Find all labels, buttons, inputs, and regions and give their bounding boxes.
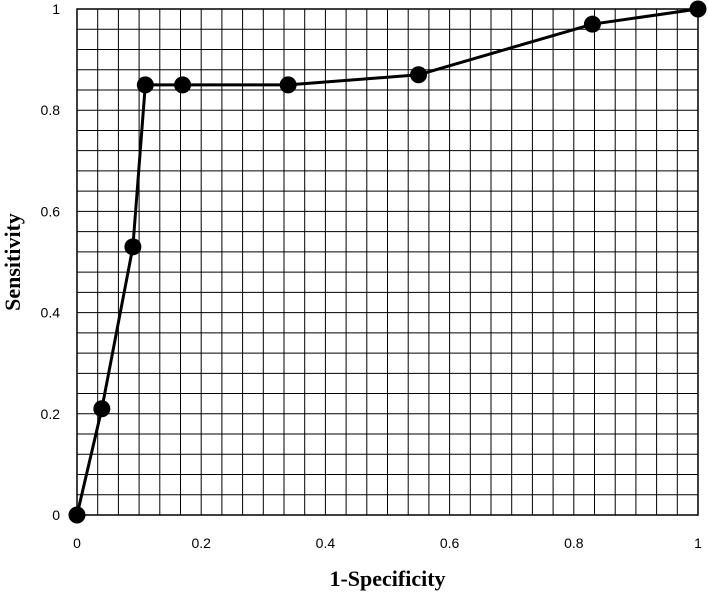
y-tick-label: 0.8 [41, 102, 61, 118]
data-point [124, 238, 142, 256]
data-point [136, 76, 154, 94]
y-tick-label: 0.2 [41, 406, 61, 422]
data-point [279, 76, 297, 94]
y-axis-ticks: 0 0.2 0.4 0.6 0.8 1 [41, 1, 61, 523]
grid [76, 8, 699, 516]
x-tick-label: 0 [73, 535, 81, 551]
y-tick-label: 0.4 [41, 305, 61, 321]
data-point [689, 0, 707, 18]
data-point [68, 506, 86, 524]
x-tick-label: 0.2 [191, 535, 211, 551]
data-point [93, 400, 111, 418]
x-axis-title: 1-Specificity [329, 566, 445, 591]
y-tick-label: 0.6 [41, 203, 61, 219]
x-tick-label: 1 [694, 535, 702, 551]
data-point [410, 66, 428, 84]
y-axis-title: Sensitivity [0, 213, 25, 311]
y-tick-label: 1 [52, 1, 60, 17]
data-point [583, 15, 601, 33]
x-tick-label: 0.4 [316, 535, 336, 551]
y-tick-label: 0 [52, 507, 60, 523]
data-point [174, 76, 192, 94]
x-tick-label: 0.8 [564, 535, 584, 551]
plot-frame [76, 8, 699, 516]
x-tick-label: 0.6 [440, 535, 460, 551]
x-axis-ticks: 0 0.2 0.4 0.6 0.8 1 [73, 535, 702, 551]
data-points [68, 0, 707, 524]
